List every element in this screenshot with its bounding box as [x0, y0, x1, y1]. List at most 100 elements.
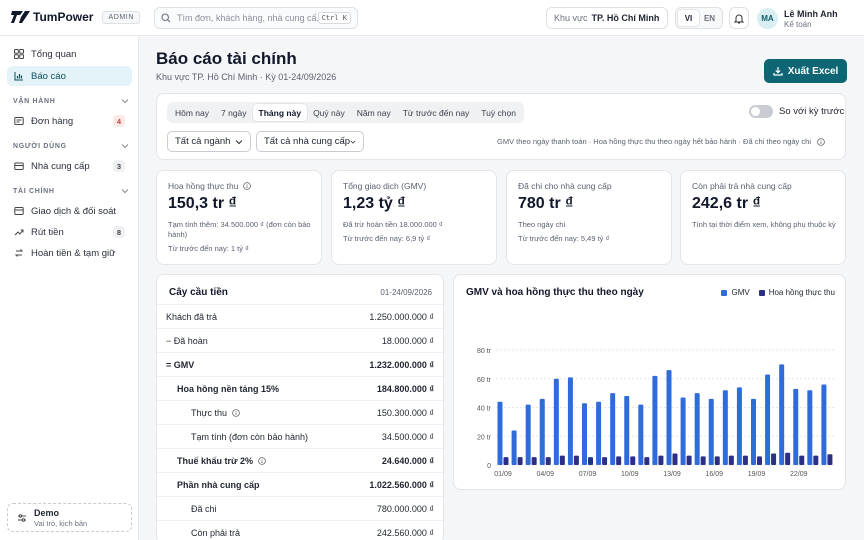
row-amount: 780.000.000 ₫ — [376, 503, 434, 514]
main-content: Báo cáo tài chính Khu vực TP. Hồ Chí Min… — [139, 36, 864, 540]
row-label: Đã chi — [191, 503, 217, 514]
export-label: Xuất Excel — [787, 65, 839, 77]
row-label: Khách đã trả — [166, 311, 218, 322]
bell-icon — [734, 14, 744, 23]
page-title: Báo cáo tài chính — [156, 49, 297, 68]
region-select[interactable]: Khu vực TP. Hồ Chí Minh — [546, 7, 668, 29]
demo-switcher[interactable]: Demo Vai trò, kịch bản — [7, 503, 132, 532]
kpi-label: Còn phải trả nhà cung cấp — [692, 181, 792, 191]
commission-bar — [602, 457, 608, 465]
commission-bar — [588, 457, 593, 465]
gmv-bar — [610, 393, 616, 465]
commission-bar — [728, 455, 734, 465]
toggle-switch[interactable] — [749, 105, 773, 118]
x-tick-label: 19/09 — [748, 471, 766, 478]
kpi-detail: Tính tại thời điểm xem, không phụ thuộc … — [692, 220, 836, 229]
commission-bar — [545, 457, 551, 465]
commission-bar — [503, 457, 509, 465]
supplier-select[interactable]: Tất cả nhà cung cấp — [256, 131, 364, 152]
industry-select[interactable]: Tất cả ngành — [167, 131, 251, 152]
tree-row: Khách đã trả 1.250.000.000 ₫ — [157, 304, 443, 328]
role-tag: ADMIN — [102, 10, 141, 24]
gmv-bar — [736, 387, 742, 465]
user-role: Kế toán — [784, 20, 812, 29]
gmv-bar — [638, 404, 644, 465]
sidebar-item-label: Đơn hàng — [31, 115, 74, 127]
compare-toggle[interactable]: So với kỳ trước — [749, 105, 844, 118]
kpi-prior: Từ trước đến nay: 5,49 tỷ ₫ — [518, 234, 610, 243]
sidebar-item-overview[interactable]: Tổng quan — [7, 44, 132, 64]
withdraw-icon — [14, 229, 24, 236]
commission-bar — [644, 457, 650, 465]
region-label: Khu vực — [554, 13, 588, 23]
kpi-value: 1,23 tỷ ₫ — [343, 195, 406, 212]
receipt-icon — [14, 117, 24, 125]
chevron-down-icon — [121, 189, 129, 194]
section-title: TÀI CHÍNH — [13, 187, 55, 195]
lang-en[interactable]: EN — [703, 13, 716, 23]
sidebar-item-label: Rút tiền — [31, 226, 64, 238]
section-finance[interactable]: TÀI CHÍNH — [13, 187, 129, 195]
row-amount: 18.000.000 ₫ — [381, 335, 434, 346]
sidebar-item-suppliers[interactable]: Nhà cung cấp 3 — [7, 156, 132, 176]
language-switch: VI EN — [675, 7, 723, 29]
notifications-button[interactable] — [729, 7, 749, 29]
data-basis-note: GMV theo ngày thanh toán · Hoa hồng thực… — [497, 137, 825, 146]
tree-row: Hoa hồng nền tảng 15% 184.800.000 ₫ — [157, 376, 443, 400]
y-tick-label: 20 tr — [477, 434, 492, 441]
gmv-bar — [821, 384, 827, 465]
period-all-time[interactable]: Từ trước đến nay — [402, 107, 470, 118]
sidebar-item-withdrawals[interactable]: Rút tiền 8 — [7, 222, 132, 242]
commission-bar — [573, 455, 579, 465]
tree-period: 01-24/09/2026 — [380, 288, 432, 297]
period-this-year[interactable]: Năm nay — [356, 107, 391, 118]
gmv-bar — [624, 396, 630, 465]
sidebar-item-reports[interactable]: Báo cáo — [7, 66, 132, 86]
commission-bar — [827, 454, 833, 465]
commission-bar — [630, 456, 636, 465]
search-icon — [161, 13, 171, 23]
gmv-commission-chart-card: GMV và hoa hồng thực thu theo ngày GMV H… — [453, 274, 846, 490]
x-tick-label: 16/09 — [705, 471, 723, 478]
sidebar-item-label: Báo cáo — [31, 70, 66, 82]
row-amount: 150.300.000 ₫ — [376, 407, 434, 418]
sidebar-item-refunds[interactable]: Hoàn tiền & tạm giữ — [7, 243, 132, 263]
commission-bar — [771, 453, 777, 465]
sidebar-item-orders[interactable]: Đơn hàng 4 — [7, 111, 132, 131]
gmv-bar — [765, 374, 771, 465]
section-title: VẬN HÀNH — [13, 97, 56, 105]
store-icon — [14, 162, 24, 170]
kpi-detail: Đã trừ hoàn tiền 18.000.000 ₫ — [343, 220, 443, 229]
info-icon[interactable] — [232, 408, 240, 417]
grid-icon — [14, 49, 24, 59]
gmv-bar — [539, 398, 545, 465]
gmv-bar — [596, 401, 602, 465]
period-7-days[interactable]: 7 ngày — [221, 107, 247, 118]
row-amount: 242.560.000 ₫ — [376, 527, 434, 538]
kpi-paid-out: Đã chi cho nhà cung cấp 780 tr ₫ Theo ng… — [506, 170, 672, 265]
period-today[interactable]: Hôm nay — [175, 107, 210, 118]
section-operations[interactable]: VẬN HÀNH — [13, 97, 129, 105]
row-label: Phần nhà cung cấp — [177, 479, 260, 490]
avatar[interactable]: MA — [757, 8, 778, 29]
kpi-label: Đã chi cho nhà cung cấp — [518, 181, 612, 191]
user-info[interactable]: Lê Minh Anh Kế toán — [784, 9, 838, 29]
info-icon[interactable] — [258, 456, 266, 465]
export-excel-button[interactable]: Xuất Excel — [764, 59, 847, 83]
period-this-month[interactable]: Tháng này — [252, 104, 308, 121]
lang-vi[interactable]: VI — [678, 10, 699, 26]
period-custom[interactable]: Tuỳ chọn — [481, 107, 516, 118]
gmv-bar — [511, 430, 517, 465]
chevron-down-icon — [121, 144, 129, 149]
section-users[interactable]: NGƯỜI DÙNG — [13, 142, 129, 150]
period-this-quarter[interactable]: Quý này — [313, 107, 345, 118]
download-icon — [773, 67, 783, 76]
x-tick-label: 01/09 — [494, 471, 512, 478]
search-input[interactable]: Tìm đơn, khách hàng, nhà cung cấ... Ctrl… — [154, 7, 358, 29]
legend-item-commission: Hoa hồng thực thu — [758, 288, 835, 297]
info-icon[interactable] — [243, 182, 252, 190]
logo[interactable]: TumPower ADMIN — [11, 10, 141, 24]
gmv-bar — [666, 370, 672, 465]
info-icon[interactable] — [817, 137, 825, 146]
sidebar-item-transactions[interactable]: Giao dịch & đối soát — [7, 201, 132, 221]
